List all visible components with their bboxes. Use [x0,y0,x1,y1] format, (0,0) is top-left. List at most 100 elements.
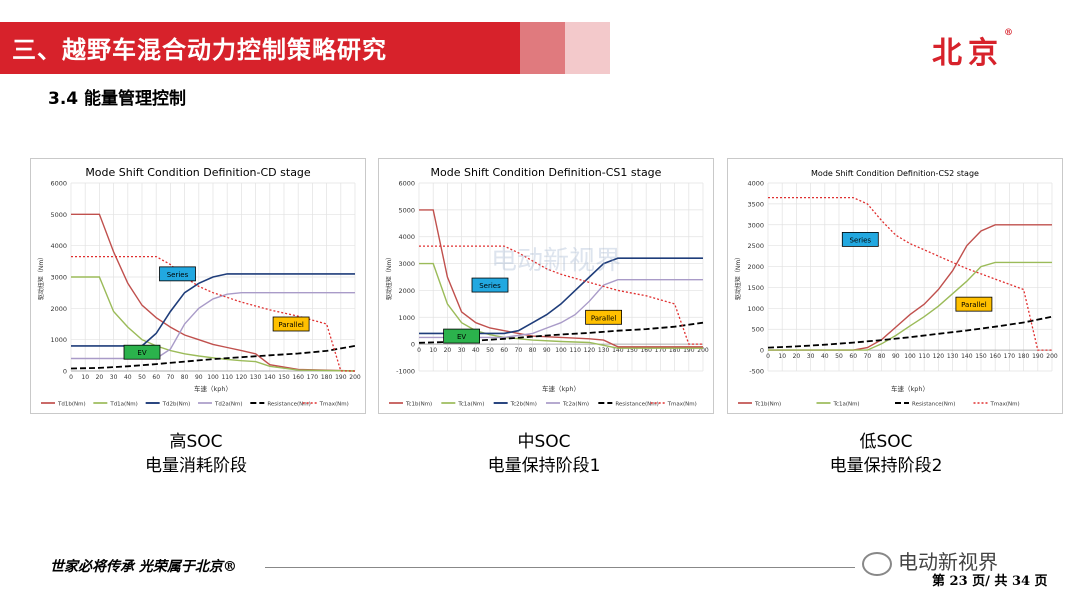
x-tick-label: 180 [669,347,681,354]
x-tick-label: 200 [697,347,709,354]
caption-mid-soc: 中SOC 电量保持阶段1 [444,430,644,478]
chart-title: Mode Shift Condition Definition-CD stage [85,166,311,179]
x-tick-label: 100 [207,374,219,381]
x-tick-label: 30 [458,347,466,354]
x-tick-label: 130 [947,353,959,360]
x-tick-label: 20 [444,347,452,354]
x-tick-label: 30 [110,374,118,381]
caption-low-soc: 低SOC 电量保持阶段2 [786,430,986,478]
mode-label: Series [479,282,501,290]
logo-text: 北京 [932,36,1004,71]
x-tick-label: 140 [961,353,973,360]
caption-line1: 低SOC [859,432,913,452]
legend-label: Tmax(Nm) [319,402,349,408]
y-tick-label: 3500 [747,200,764,208]
x-tick-label: 10 [778,353,786,360]
x-tick-label: 80 [878,353,886,360]
series-line-dotred [768,196,1052,351]
mode-box-ev [123,344,161,360]
y-tick-label: 2500 [747,242,764,250]
x-tick-label: 90 [543,347,551,354]
legend-label: Td1b(Nm) [57,402,86,408]
x-tick-label: 0 [766,353,770,360]
series-line-blue [71,273,355,347]
mode-box-series [841,232,879,247]
x-tick-label: 190 [683,347,695,354]
mode-box-parallel [585,309,623,325]
x-tick-label: 70 [864,353,872,360]
series-line-red [71,213,356,372]
x-tick-label: 120 [584,347,596,354]
x-axis-label: 车速（kph） [891,384,929,393]
mode-box-series [471,277,509,293]
x-tick-label: 90 [195,374,203,381]
mode-label: Parallel [591,314,617,322]
chart-watermark: 电动新视界 [491,246,621,276]
mode-label: Series [167,271,189,279]
y-tick-label: -1000 [396,368,415,376]
x-tick-label: 100 [904,353,916,360]
x-tick-label: 150 [278,374,290,381]
wechat-watermark: 电动新视界 [862,546,998,576]
y-axis-label: 驱动扭矩（Nm） [37,254,45,300]
x-tick-label: 110 [918,353,930,360]
x-tick-label: 0 [69,374,73,381]
registered-mark: ® [1004,28,1013,38]
chart-title: Mode Shift Condition Definition-CS1 stag… [431,166,662,179]
x-tick-label: 60 [849,353,857,360]
chart-cs1-stage: Mode Shift Condition Definition-CS1 stag… [378,158,714,414]
series-line-purple [71,291,355,360]
x-tick-label: 40 [124,374,132,381]
series-line-blue [419,257,703,335]
x-tick-label: 200 [1046,353,1058,360]
series-line-purple [419,278,703,339]
x-axis-label: 车速（kph） [542,384,580,393]
y-tick-label: 4000 [50,242,67,250]
x-tick-label: 150 [975,353,987,360]
legend-label: Tc1b(Nm) [405,402,432,408]
x-tick-label: 40 [472,347,480,354]
y-tick-label: 3000 [747,221,764,229]
legend-label: Td2a(Nm) [214,402,242,408]
x-tick-label: 160 [292,374,304,381]
legend-label: Td1a(Nm) [109,402,137,408]
x-tick-label: 60 [152,374,160,381]
footer-slogan: 世家必将传承 光荣属于北京® [50,559,237,575]
x-tick-label: 140 [264,374,276,381]
y-tick-label: 6000 [50,180,67,188]
mode-box-parallel [272,316,310,332]
x-tick-label: 150 [626,347,638,354]
legend-label: Tc2a(Nm) [562,402,589,408]
chart-cs1-svg: Mode Shift Condition Definition-CS1 stag… [385,166,709,408]
banner-accent-light [565,22,610,74]
chart-cd-svg: Mode Shift Condition Definition-CD stage… [37,166,361,408]
y-tick-label: 4000 [747,180,764,188]
y-tick-label: 5000 [50,211,67,219]
x-tick-label: 100 [555,347,567,354]
legend-label: Tmax(Nm) [990,402,1020,408]
series-line-black [767,315,1053,349]
x-tick-label: 200 [349,374,361,381]
x-tick-label: 40 [821,353,829,360]
x-tick-label: 60 [500,347,508,354]
series-line-black [70,345,356,370]
caption-high-soc: 高SOC 电量消耗阶段 [96,430,296,478]
x-tick-label: 20 [793,353,801,360]
x-tick-label: 130 [598,347,610,354]
x-tick-label: 120 [933,353,945,360]
wechat-name: 电动新视界 [898,550,998,574]
y-tick-label: 5000 [398,206,415,214]
x-tick-label: 80 [529,347,537,354]
y-tick-label: 3000 [50,274,67,282]
series-line-dotred [419,245,703,345]
legend-label: Resistance(Nm) [267,402,310,408]
caption-line1: 中SOC [517,432,571,452]
chart-cd-stage: Mode Shift Condition Definition-CD stage… [30,158,366,414]
legend-label: Tc1b(Nm) [754,402,781,408]
x-axis-label: 车速（kph） [194,384,232,393]
mode-box-series [159,266,196,282]
legend-label: Tc1a(Nm) [457,402,484,408]
banner-accent [520,22,565,74]
x-tick-label: 170 [1004,353,1016,360]
x-tick-label: 10 [81,374,89,381]
